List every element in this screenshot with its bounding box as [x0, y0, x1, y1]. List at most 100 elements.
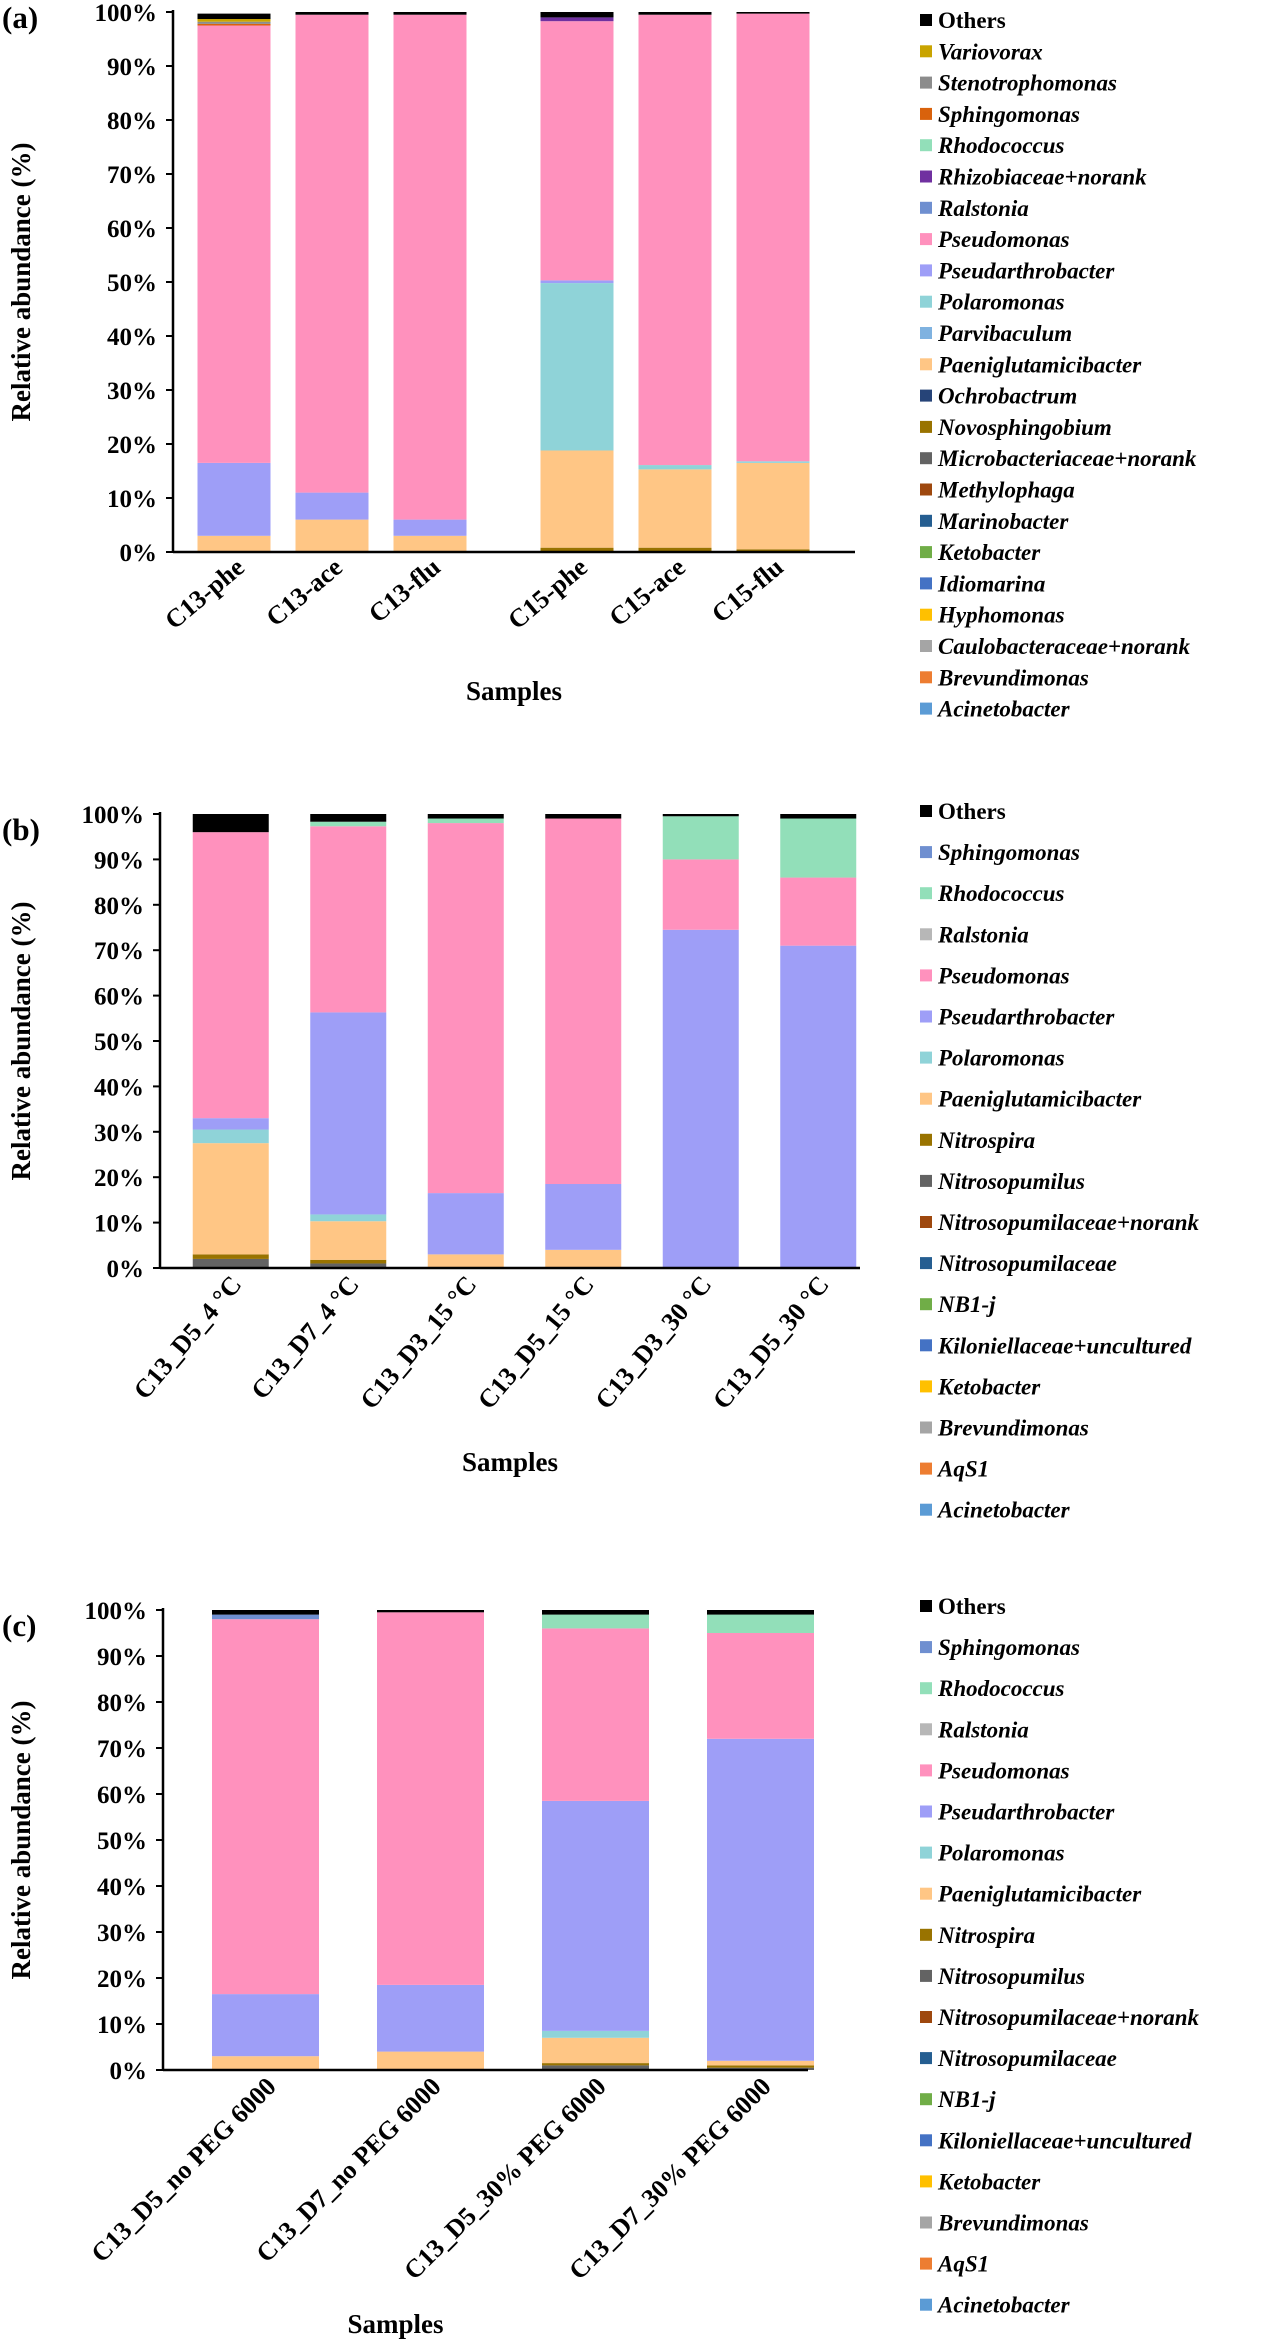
- panel-c-bar-segment: [377, 1612, 484, 1985]
- panel-b-category-label: C13_D3_15 °C: [355, 1270, 483, 1414]
- panel-a-bar-segment: [197, 25, 271, 463]
- panel-c-bar-segment: [707, 1610, 814, 1615]
- panel-c-legend-label: Nitrosopumilaceae+norank: [937, 2005, 1200, 2030]
- panel-b-bar-segment: [662, 859, 739, 930]
- panel-c-legend-swatch: [920, 2216, 932, 2229]
- panel-b-bar-segment: [192, 814, 269, 833]
- panel-c-legend-swatch: [920, 1641, 932, 1654]
- panel-a-ytick-label: 90%: [107, 54, 157, 81]
- panel-a-category-label: C13-phe: [159, 552, 250, 635]
- panel-a-legend-swatch: [920, 139, 932, 152]
- panel-a-legend-swatch: [920, 327, 932, 339]
- panel-c-legend-label: Brevundimonas: [937, 2211, 1089, 2236]
- panel-a-legend-swatch: [920, 264, 932, 277]
- panel-b-bar-segment: [780, 814, 857, 819]
- panel-c-bar-segment: [707, 2065, 814, 2068]
- panel-a-bar-segment: [393, 519, 467, 536]
- panel-a-bar-segment: [540, 547, 614, 552]
- panel-c-legend-swatch: [920, 2052, 932, 2065]
- panel-c-bar-segment: [542, 2030, 649, 2038]
- panel-a-x-axis-title: Samples: [466, 676, 562, 706]
- panel-a-bar-segment: [736, 549, 810, 552]
- panel-c-bar-segment: [707, 2060, 814, 2066]
- panel-b-bar-segment: [662, 816, 739, 860]
- panel-a-ytick-label: 60%: [107, 216, 157, 243]
- panel-c-bar-segment: [542, 2037, 649, 2064]
- panel-b-bar-segment: [662, 814, 739, 817]
- panel-b-legend-label: Others: [938, 799, 1006, 824]
- panel-a-legend-swatch: [920, 608, 932, 621]
- panel-a-legend-swatch: [920, 577, 932, 590]
- panel-b-y-axis-title: Relative abundance (%): [6, 902, 36, 1181]
- panel-a-legend-swatch: [920, 546, 932, 559]
- panel-c-ytick-label: 30%: [97, 1920, 147, 1947]
- panel-b-ytick-label: 0%: [107, 1256, 145, 1283]
- panel-c-legend-swatch: [920, 1846, 932, 1859]
- panel-b-legend-label: Pseudomonas: [937, 963, 1070, 988]
- panel-a-bar-segment: [638, 14, 712, 466]
- panel-c-legend-swatch: [920, 2093, 932, 2106]
- panel-c-legend-label: Acinetobacter: [936, 2293, 1071, 2318]
- panel-b-bar-segment: [310, 1214, 387, 1222]
- panel-a-category-label: C15-phe: [502, 552, 593, 635]
- panel-b-legend-label: Pseudarthrobacter: [937, 1005, 1115, 1030]
- panel-b-legend-label: AqS1: [936, 1457, 989, 1482]
- panel-a-legend-swatch: [920, 671, 932, 684]
- panel-c-ytick-label: 50%: [97, 1828, 147, 1855]
- panel-c-bar-segment: [212, 1619, 319, 1995]
- panel-a-bar-segment: [393, 12, 467, 15]
- panel-c-y-axis-title: Relative abundance (%): [6, 1701, 36, 1980]
- panel-a-bar-segment: [540, 283, 614, 451]
- panel-c-legend-label: Nitrospira: [937, 1923, 1035, 1948]
- panel-b-legend-swatch: [920, 1010, 932, 1023]
- panel-b-ytick-label: 90%: [94, 847, 144, 874]
- panel-c-legend-swatch: [920, 1600, 932, 1612]
- panel-a-legend-label: Polaromonas: [937, 290, 1065, 315]
- panel-c-bar-segment: [707, 1633, 814, 1739]
- panel-a-ytick-label: 30%: [107, 378, 157, 405]
- panel-c-legend-swatch: [920, 1764, 932, 1777]
- panel-b-bar-segment: [545, 818, 622, 1185]
- panel-a-legend-label: Caulobacteraceae+norank: [938, 634, 1191, 659]
- panel-b-bar-segment: [545, 1249, 622, 1268]
- panel-c-bar-segment: [212, 1994, 319, 2057]
- panel-c-legend-swatch: [920, 1969, 932, 1982]
- panel-b-ytick-label: 100%: [82, 802, 145, 829]
- panel-b-legend-label: Nitrosopumilaceae+norank: [937, 1210, 1200, 1235]
- panel-a-legend-label: Sphingomonas: [938, 102, 1080, 127]
- panel-b-legend-swatch: [920, 1257, 932, 1270]
- panel-a-legend-swatch: [920, 483, 932, 496]
- panel-b-legend-label: Brevundimonas: [937, 1416, 1089, 1441]
- panel-b-ytick-label: 70%: [94, 938, 144, 965]
- panel-c-legend-label: Rhodococcus: [937, 1676, 1065, 1701]
- panel-a-legend-label: Microbacteriaceae+norank: [937, 446, 1197, 471]
- panel-a-ytick-label: 80%: [107, 108, 157, 135]
- panel-b-legend-label: Kiloniellaceae+uncultured: [937, 1333, 1192, 1358]
- panel-a-category-label: C13-ace: [261, 552, 348, 632]
- panel-a-bar-segment: [393, 14, 467, 520]
- panel-b-legend-swatch: [920, 1421, 932, 1434]
- panel-c-legend-swatch: [920, 2175, 932, 2188]
- panel-a-legend-label: Paeniglutamicibacter: [937, 352, 1142, 377]
- panel-c-legend-label: Ralstonia: [937, 1717, 1029, 1742]
- panel-a-legend-label: Brevundimonas: [937, 665, 1089, 690]
- panel-b-bar-segment: [780, 945, 857, 1268]
- panel-a-legend-label: Others: [938, 8, 1006, 33]
- panel-c-bar-segment: [542, 1800, 649, 2031]
- panel-a-legend-swatch: [920, 14, 932, 26]
- panel-a-legend-label: Novosphingobium: [937, 415, 1112, 440]
- panel-b-bar-segment: [310, 1012, 387, 1215]
- panel-a-legend-label: Rhizobiaceae+norank: [937, 165, 1147, 190]
- panel-b-label: (b): [2, 812, 40, 847]
- panel-a-bar-segment: [638, 469, 712, 548]
- panel-a-y-axis-title: Relative abundance (%): [6, 143, 36, 422]
- panel-c-bar-segment: [542, 1628, 649, 1801]
- panel-c-legend-label: Pseudomonas: [937, 1758, 1070, 1783]
- panel-a-bar-segment: [540, 280, 614, 284]
- panel-b-category-label: C13_D7_4 °C: [245, 1270, 364, 1404]
- panel-a-ytick-label: 0%: [120, 540, 158, 567]
- panel-b-legend-swatch: [920, 1380, 932, 1393]
- panel-a-bar-segment: [295, 14, 369, 493]
- panel-b-legend-label: Acinetobacter: [936, 1498, 1071, 1523]
- panel-b-legend-swatch: [920, 1092, 932, 1105]
